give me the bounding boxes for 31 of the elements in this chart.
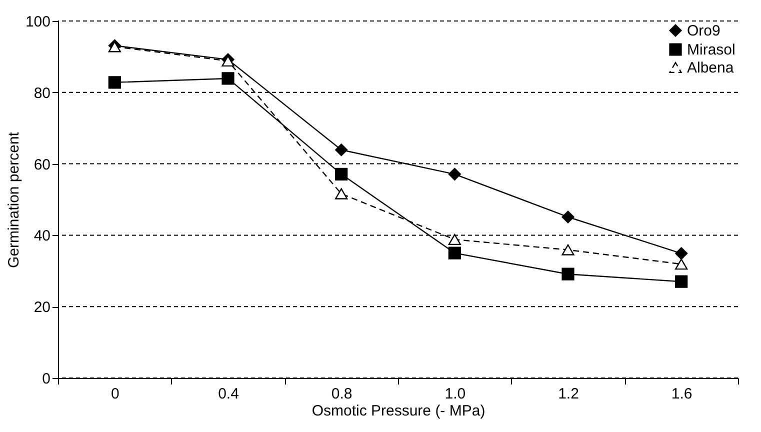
x-tick-label: 0.4: [218, 386, 239, 402]
point: [448, 246, 461, 260]
point: [108, 76, 121, 89]
x-tick-label: 0: [110, 386, 120, 402]
y-tick-label: 100: [25, 14, 50, 30]
legend-label: Mirasol: [687, 42, 736, 58]
legend-label: Oro9: [687, 22, 720, 40]
point: [562, 268, 574, 280]
point: [222, 72, 234, 85]
point: [448, 168, 461, 180]
point: [562, 244, 574, 256]
point: [675, 247, 688, 260]
x-tick-label: 1.6: [671, 386, 692, 402]
point: [675, 258, 688, 270]
point: [675, 275, 688, 288]
x-axis-title: Osmotic Pressure (- MPa): [312, 402, 486, 420]
point: [562, 210, 574, 224]
y-tick-label: 80: [34, 84, 50, 102]
x-tick-label: 1.0: [444, 386, 466, 402]
point: [335, 144, 348, 156]
y-tick-label: 60: [34, 156, 50, 174]
y-tick-label: 40: [34, 228, 50, 245]
point: [448, 234, 461, 246]
point: [335, 188, 348, 200]
legend-label: Albena: [687, 60, 734, 76]
x-tick-label: 1.2: [558, 386, 579, 402]
x-tick-label: 0.8: [331, 386, 352, 402]
y-tick-label: 0: [42, 370, 50, 388]
point: [335, 168, 348, 180]
y-tick-label: 20: [34, 299, 50, 316]
y-axis-title: Germination percent: [5, 131, 22, 268]
